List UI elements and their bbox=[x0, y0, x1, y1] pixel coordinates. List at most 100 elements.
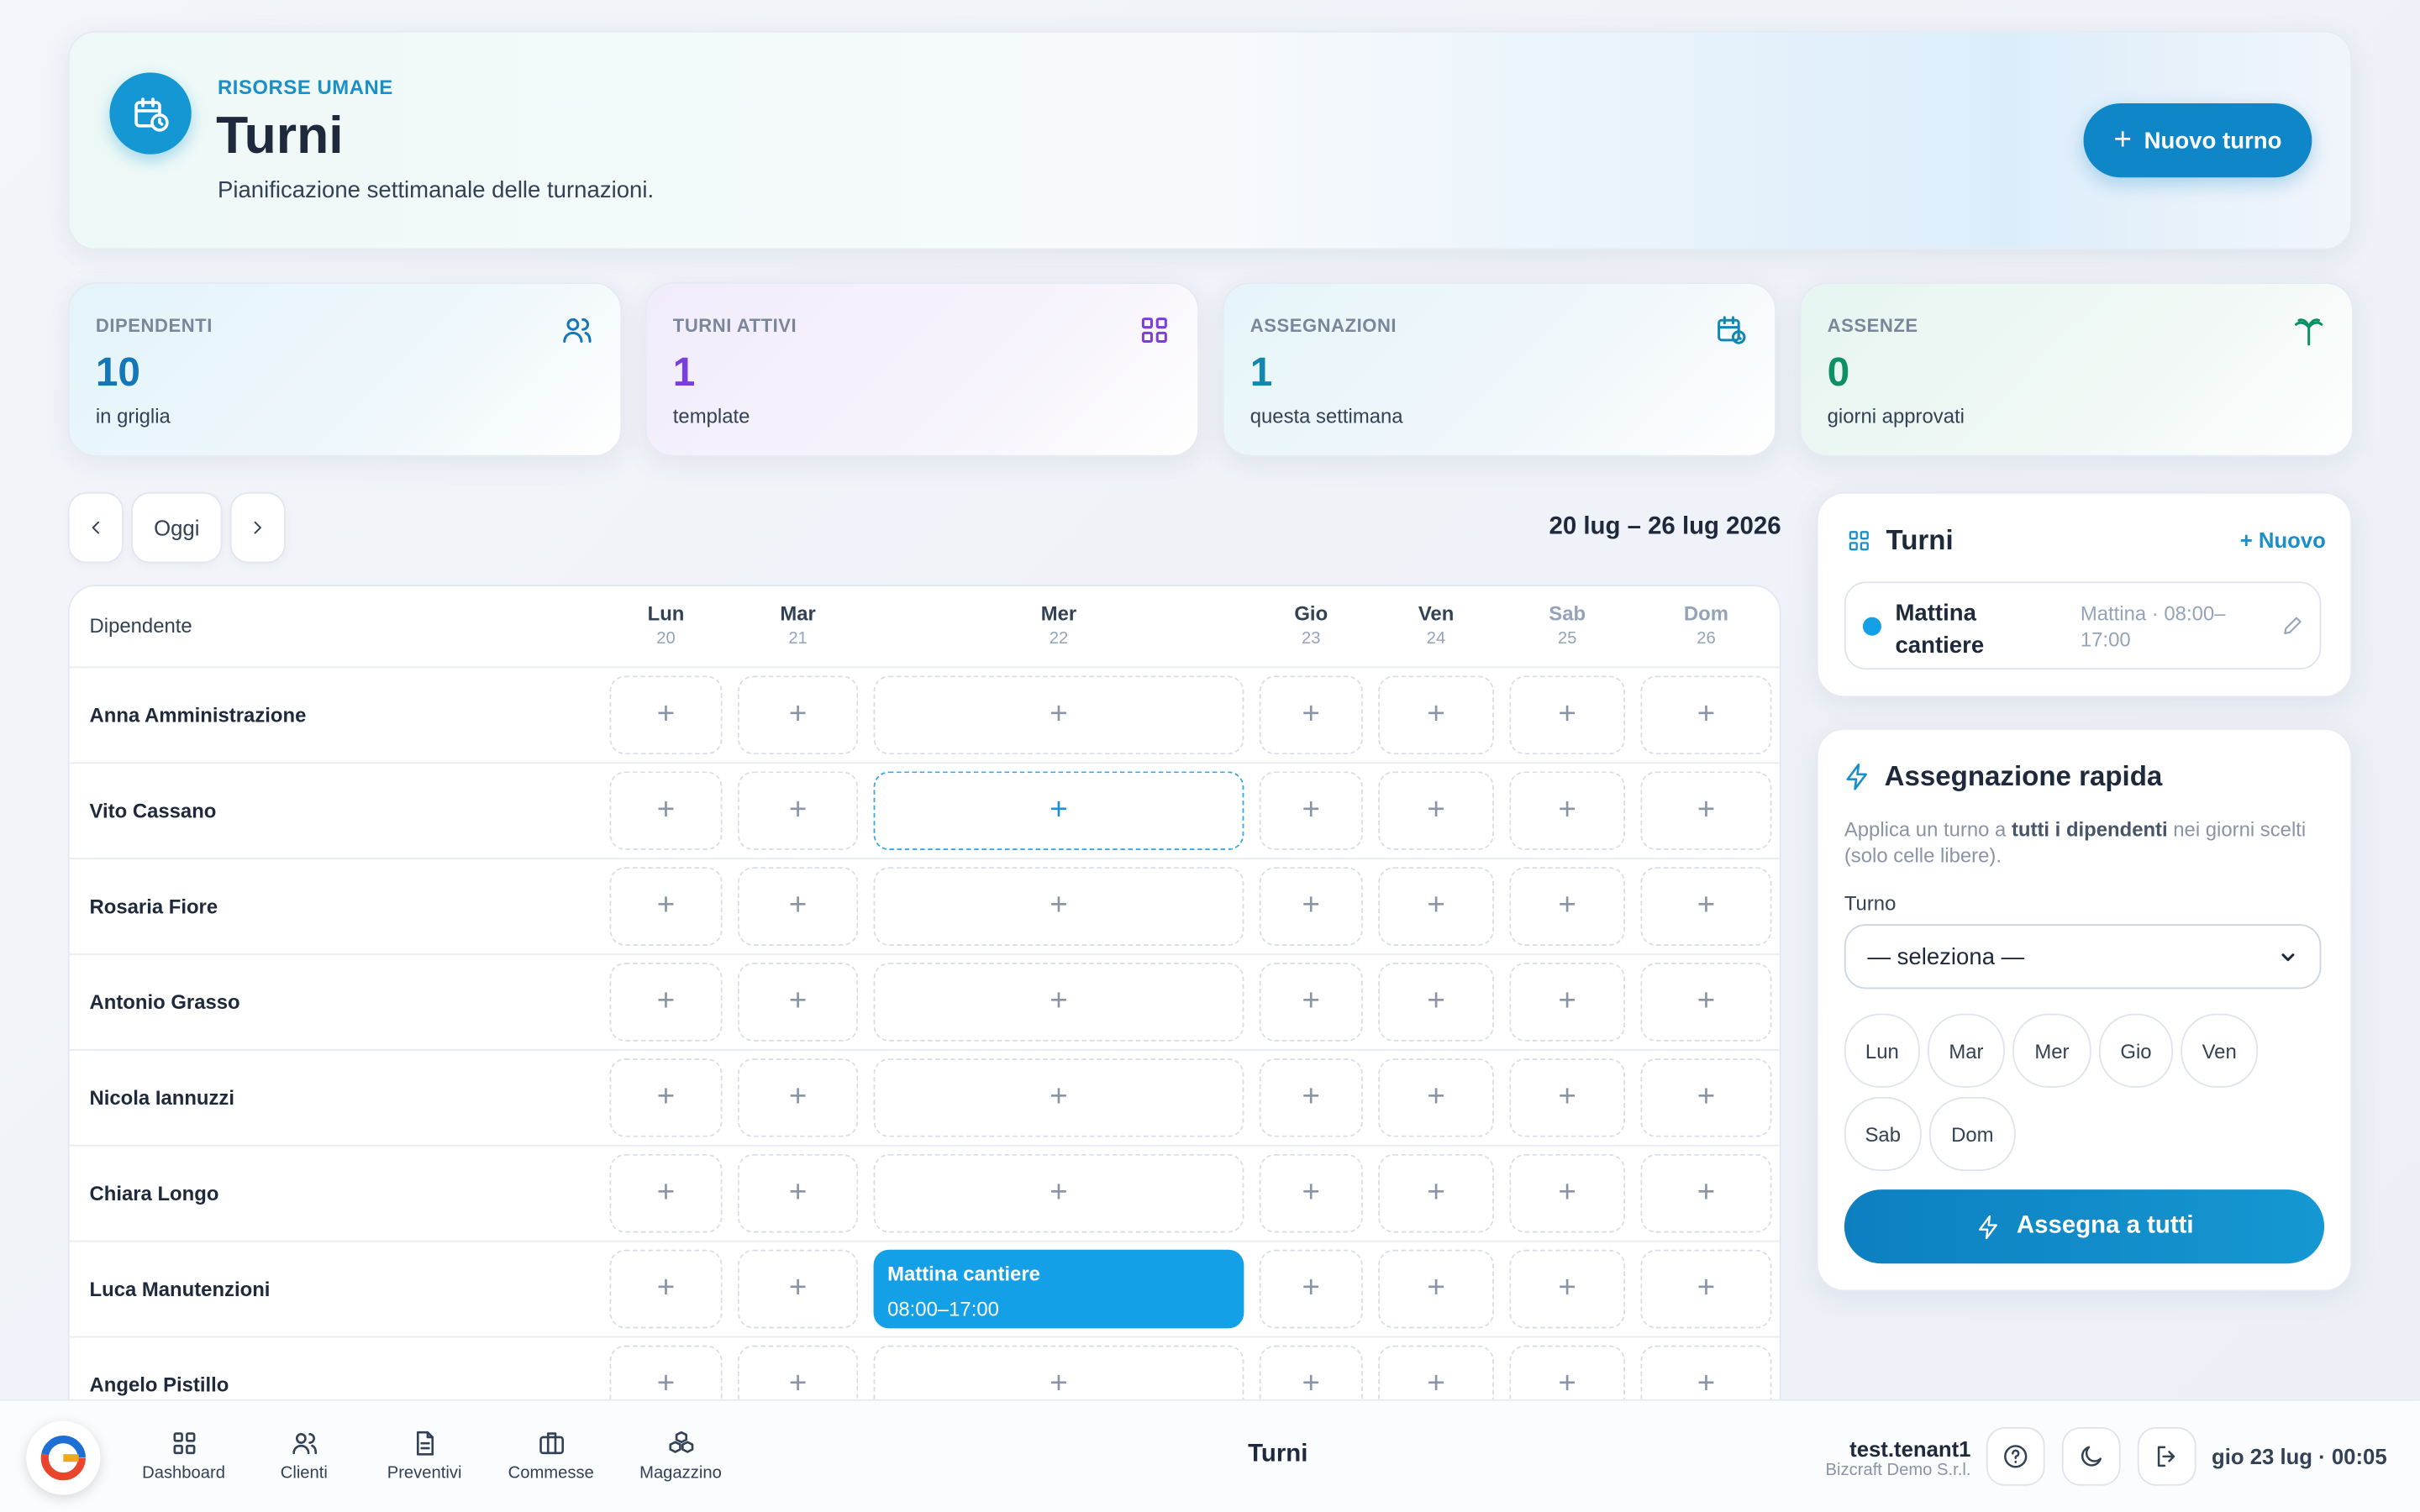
empty-slot[interactable]: + bbox=[1640, 1153, 1772, 1233]
empty-slot[interactable]: + bbox=[1259, 867, 1363, 946]
stat-label: DIPENDENTI bbox=[95, 314, 213, 337]
empty-slot[interactable]: + bbox=[609, 675, 723, 755]
empty-slot[interactable]: + bbox=[1378, 1153, 1494, 1233]
day-date: 24 bbox=[1426, 629, 1446, 648]
day-chip[interactable]: Sab bbox=[1844, 1096, 1922, 1172]
nav-item[interactable]: Commesse bbox=[489, 1429, 613, 1483]
theme-button[interactable] bbox=[2061, 1426, 2121, 1486]
empty-slot[interactable]: + bbox=[737, 771, 859, 851]
empty-slot[interactable]: + bbox=[1259, 675, 1363, 755]
next-week[interactable] bbox=[229, 491, 286, 564]
empty-slot[interactable]: + bbox=[873, 1058, 1244, 1137]
empty-slot[interactable]: + bbox=[1259, 1249, 1363, 1329]
empty-slot[interactable]: + bbox=[609, 771, 723, 851]
empty-slot[interactable]: + bbox=[873, 1153, 1244, 1233]
empty-slot[interactable]: + bbox=[873, 963, 1244, 1042]
empty-slot[interactable]: + bbox=[1259, 771, 1363, 851]
day-cell: + bbox=[730, 859, 866, 953]
app-logo[interactable] bbox=[26, 1420, 101, 1495]
empty-slot[interactable]: + bbox=[1640, 771, 1772, 851]
empty-slot[interactable]: + bbox=[1640, 1249, 1772, 1329]
empty-slot[interactable]: + bbox=[609, 867, 723, 946]
day-cell: + bbox=[1502, 859, 1633, 953]
empty-slot[interactable]: + bbox=[1378, 675, 1494, 755]
empty-slot[interactable]: + bbox=[609, 1249, 723, 1329]
quick-assign-panel: Assegnazione rapida Applica un turno a t… bbox=[1816, 727, 2353, 1292]
empty-slot[interactable]: + bbox=[1509, 1058, 1626, 1137]
shift-select[interactable]: — seleziona — bbox=[1844, 924, 2322, 990]
empty-slot[interactable]: + bbox=[1640, 1058, 1772, 1137]
empty-slot[interactable]: + bbox=[1378, 1249, 1494, 1329]
day-chip[interactable]: Dom bbox=[1928, 1096, 2016, 1172]
day-chip[interactable]: Ven bbox=[2181, 1013, 2259, 1088]
day-cell: + bbox=[730, 1147, 866, 1241]
empty-slot[interactable]: + bbox=[737, 1058, 859, 1137]
day-cell: + bbox=[730, 1051, 866, 1145]
stat-note: giorni approvati bbox=[1827, 404, 1965, 428]
employee-row: Chiara Longo + + + + + + + bbox=[69, 1147, 1780, 1242]
empty-slot[interactable]: + bbox=[737, 963, 859, 1042]
day-date: 25 bbox=[1557, 629, 1577, 648]
empty-slot[interactable]: + bbox=[737, 867, 859, 946]
empty-slot[interactable]: + bbox=[737, 675, 859, 755]
company-name: Bizcraft Demo S.r.l. bbox=[1825, 1461, 1971, 1480]
day-chip[interactable]: Mer bbox=[2012, 1013, 2091, 1088]
edit-icon[interactable] bbox=[2281, 614, 2305, 645]
empty-slot[interactable]: + bbox=[1509, 867, 1626, 946]
day-cell: + bbox=[1633, 1242, 1779, 1336]
empty-slot[interactable]: + bbox=[1259, 963, 1363, 1042]
help-button[interactable] bbox=[1986, 1426, 2045, 1486]
day-date: 22 bbox=[1049, 629, 1069, 648]
day-header: Lun 20 bbox=[602, 586, 729, 667]
empty-slot[interactable]: + bbox=[1259, 1153, 1363, 1233]
day-name: Gio bbox=[1294, 601, 1328, 625]
empty-slot[interactable]: + bbox=[1509, 675, 1626, 755]
empty-slot[interactable]: + bbox=[609, 1153, 723, 1233]
empty-slot[interactable]: + bbox=[1259, 1058, 1363, 1137]
field-label: Turno bbox=[1844, 891, 1897, 916]
empty-slot[interactable]: + bbox=[1640, 963, 1772, 1042]
empty-slot[interactable]: + bbox=[609, 963, 723, 1042]
stat-card: ASSENZE 0 giorni approvati bbox=[1799, 282, 2354, 457]
empty-slot[interactable]: + bbox=[1509, 771, 1626, 851]
day-cell: + bbox=[1252, 1147, 1370, 1241]
table-header: Dipendente Lun 20 Mar 21 Mer 22 Gio 23 Ven 24 Sab 25… bbox=[69, 586, 1780, 669]
nav-item[interactable]: Dashboard bbox=[122, 1429, 245, 1483]
empty-slot[interactable]: + bbox=[873, 771, 1244, 851]
day-chip[interactable]: Lun bbox=[1844, 1013, 1920, 1088]
employee-row: Antonio Grasso + + + + + + + bbox=[69, 955, 1780, 1051]
day-cell: + bbox=[1370, 859, 1502, 953]
empty-slot[interactable]: + bbox=[1640, 675, 1772, 755]
day-chip[interactable]: Mar bbox=[1928, 1013, 2005, 1088]
empty-slot[interactable]: + bbox=[737, 1249, 859, 1329]
empty-slot[interactable]: + bbox=[737, 1153, 859, 1233]
assign-all-button[interactable]: Assegna a tutti bbox=[1844, 1189, 2325, 1264]
empty-slot[interactable]: + bbox=[1509, 1153, 1626, 1233]
empty-slot[interactable]: + bbox=[1509, 963, 1626, 1042]
empty-slot[interactable]: + bbox=[873, 675, 1244, 755]
empty-slot[interactable]: + bbox=[1378, 867, 1494, 946]
empty-slot[interactable]: + bbox=[609, 1058, 723, 1137]
today-button[interactable]: Oggi bbox=[131, 491, 223, 564]
nav-item[interactable]: Preventivi bbox=[363, 1429, 487, 1483]
empty-slot[interactable]: + bbox=[1509, 1249, 1626, 1329]
day-cell: + bbox=[1252, 1051, 1370, 1145]
empty-slot[interactable]: + bbox=[1640, 867, 1772, 946]
day-cell: + bbox=[602, 668, 729, 762]
logout-button[interactable] bbox=[2137, 1426, 2196, 1486]
stat-note: template bbox=[672, 404, 750, 428]
new-shift-button[interactable]: + Nuovo turno bbox=[2083, 103, 2312, 178]
add-shift-link[interactable]: + Nuovo bbox=[2239, 528, 2326, 553]
empty-slot[interactable]: + bbox=[1378, 1058, 1494, 1137]
assignment[interactable]: Mattina cantiere 08:00–17:00 bbox=[873, 1249, 1244, 1329]
shift-item[interactable]: Mattina cantiere Mattina · 08:00–17:00 bbox=[1844, 581, 2322, 670]
day-chip[interactable]: Gio bbox=[2098, 1013, 2174, 1088]
nav-label: Dashboard bbox=[142, 1464, 225, 1483]
empty-slot[interactable]: + bbox=[873, 867, 1244, 946]
quick-description: Applica un turno a tutti i dipendenti ne… bbox=[1844, 816, 2331, 869]
prev-week[interactable] bbox=[67, 491, 124, 564]
nav-item[interactable]: Magazzino bbox=[619, 1429, 743, 1483]
empty-slot[interactable]: + bbox=[1378, 963, 1494, 1042]
nav-item[interactable]: Clienti bbox=[242, 1429, 366, 1483]
empty-slot[interactable]: + bbox=[1378, 771, 1494, 851]
